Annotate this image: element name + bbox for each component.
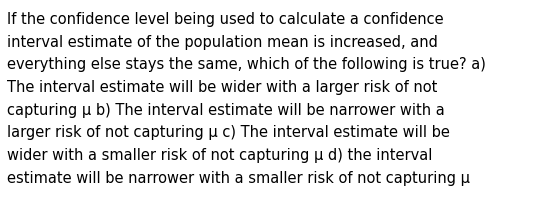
Text: interval estimate of the population mean is increased, and: interval estimate of the population mean… xyxy=(7,35,438,50)
Text: larger risk of not capturing μ c) The interval estimate will be: larger risk of not capturing μ c) The in… xyxy=(7,125,450,140)
Text: If the confidence level being used to calculate a confidence: If the confidence level being used to ca… xyxy=(7,12,444,27)
Text: everything else stays the same, which of the following is true? a): everything else stays the same, which of… xyxy=(7,57,486,72)
Text: The interval estimate will be wider with a larger risk of not: The interval estimate will be wider with… xyxy=(7,80,437,95)
Text: wider with a smaller risk of not capturing μ d) the interval: wider with a smaller risk of not capturi… xyxy=(7,148,432,163)
Text: estimate will be narrower with a smaller risk of not capturing μ: estimate will be narrower with a smaller… xyxy=(7,171,470,186)
Text: capturing μ b) The interval estimate will be narrower with a: capturing μ b) The interval estimate wil… xyxy=(7,103,445,118)
